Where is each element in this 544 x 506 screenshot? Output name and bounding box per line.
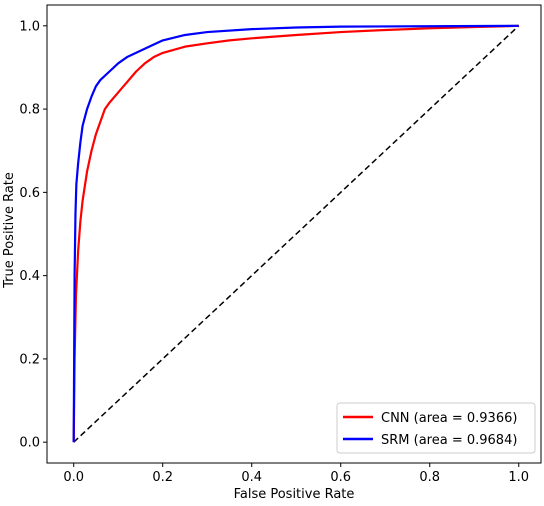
legend-label-cnn: CNN (area = 0.9366) bbox=[381, 411, 517, 426]
legend: CNN (area = 0.9366) SRM (area = 0.9684) bbox=[336, 402, 536, 454]
x-axis-label: False Positive Rate bbox=[234, 487, 355, 501]
x-tick-label: 0.2 bbox=[152, 470, 173, 485]
x-tick-label: 0.6 bbox=[330, 470, 351, 485]
y-tick-label: 0.4 bbox=[19, 269, 40, 284]
y-tick-label: 0.6 bbox=[19, 186, 40, 201]
series-line-chance-diagonal bbox=[73, 25, 520, 443]
ticks-layer: 0.0 0.2 0.4 0.6 0.8 1.0 0.0 0.2 0.4 0.6 0.8 1.0 bbox=[19, 19, 529, 485]
x-tick-label: 0.4 bbox=[241, 470, 262, 485]
y-tick-label: 1.0 bbox=[19, 19, 40, 34]
y-tick-label: 0.0 bbox=[19, 436, 40, 451]
series-line-srm bbox=[72, 24, 519, 443]
y-axis-label: True Positive Rate bbox=[2, 172, 17, 289]
legend-box bbox=[336, 402, 536, 454]
x-tick-label: 1.0 bbox=[508, 470, 529, 485]
plot-area-frame bbox=[46, 4, 542, 464]
y-tick-label: 0.2 bbox=[19, 352, 40, 367]
x-tick-label: 0.8 bbox=[419, 470, 440, 485]
legend-label-srm: SRM (area = 0.9684) bbox=[381, 433, 517, 448]
series-layer bbox=[72, 24, 520, 443]
x-tick-label: 0.0 bbox=[63, 470, 84, 485]
series-line-cnn bbox=[72, 24, 519, 443]
y-tick-label: 0.8 bbox=[19, 103, 40, 118]
